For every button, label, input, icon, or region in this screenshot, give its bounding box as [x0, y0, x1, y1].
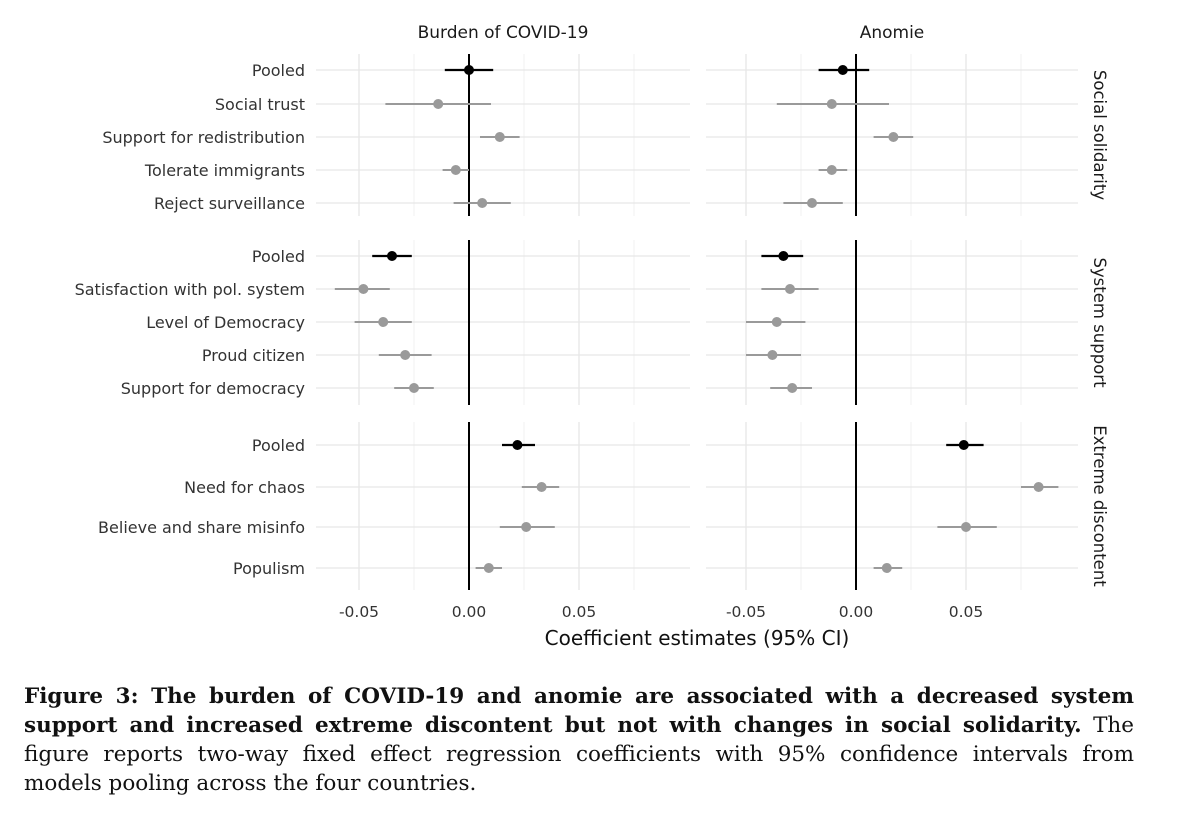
- estimate-point: [881, 563, 892, 573]
- estimate-point: [400, 350, 411, 360]
- row-label: Level of Democracy: [146, 313, 305, 332]
- row-label: Tolerate immigrants: [144, 161, 305, 180]
- x-tick-label: 0.00: [839, 603, 874, 621]
- estimate-point: [512, 440, 523, 450]
- facet-label: Extreme discontent: [1090, 425, 1109, 587]
- estimate-point: [477, 198, 488, 208]
- estimate-point: [837, 65, 848, 75]
- estimate-point: [961, 522, 971, 532]
- estimate-point: [888, 132, 899, 142]
- figure-caption: Figure 3: The burden of COVID-19 and ano…: [24, 682, 1134, 798]
- coefficient-plot: Burden of COVID-19 Anomie Pooled Social tru…: [75, 23, 1109, 650]
- row-label: Support for democracy: [121, 379, 305, 398]
- row-label: Reject surveillance: [154, 194, 305, 213]
- x-tick-label: 0.00: [452, 603, 487, 621]
- column-title-1: Anomie: [860, 23, 925, 43]
- estimate-point: [536, 482, 547, 492]
- estimate-point: [826, 99, 837, 109]
- caption-body: The figure reports two-way fixed effect …: [24, 713, 1134, 796]
- estimate-point: [358, 284, 369, 294]
- x-tick-label: -0.05: [339, 603, 379, 621]
- estimate-point: [778, 251, 789, 261]
- row-label: Pooled: [252, 247, 305, 266]
- row-label: Pooled: [252, 61, 305, 80]
- estimate-point: [787, 383, 798, 393]
- estimate-point: [767, 350, 778, 360]
- estimate-point: [807, 198, 817, 208]
- estimate-point: [387, 251, 397, 261]
- row-label: Populism: [233, 559, 305, 578]
- row-label: Believe and share misinfo: [98, 518, 305, 537]
- estimate-point: [450, 165, 461, 175]
- row-label: Need for chaos: [184, 478, 305, 497]
- estimate-point: [378, 317, 389, 327]
- estimate-point: [433, 99, 444, 109]
- caption-lead: Figure 3: The burden of COVID-19 and ano…: [24, 684, 1134, 738]
- estimate-point: [521, 522, 532, 532]
- column-title-0: Burden of COVID-19: [418, 23, 589, 43]
- estimate-point: [958, 440, 969, 450]
- facet-label: System support: [1090, 257, 1109, 388]
- x-axis-title: Coefficient estimates (95% CI): [545, 626, 850, 650]
- facet-label: Social solidarity: [1090, 70, 1109, 200]
- x-tick-label: -0.05: [726, 603, 766, 621]
- x-tick-label: 0.05: [562, 603, 597, 621]
- row-label: Social trust: [215, 95, 305, 114]
- estimate-point: [494, 132, 505, 142]
- estimate-point: [483, 563, 494, 573]
- row-label: Satisfaction with pol. system: [75, 280, 305, 299]
- row-label: Support for redistribution: [102, 128, 305, 147]
- estimate-point: [771, 317, 782, 327]
- row-label: Proud citizen: [202, 346, 305, 365]
- estimate-point: [409, 383, 419, 393]
- estimate-point: [826, 165, 837, 175]
- x-tick-label: 0.05: [949, 603, 984, 621]
- estimate-point: [464, 65, 474, 75]
- estimate-point: [1033, 482, 1044, 492]
- estimate-point: [785, 284, 795, 294]
- row-label: Pooled: [252, 436, 305, 455]
